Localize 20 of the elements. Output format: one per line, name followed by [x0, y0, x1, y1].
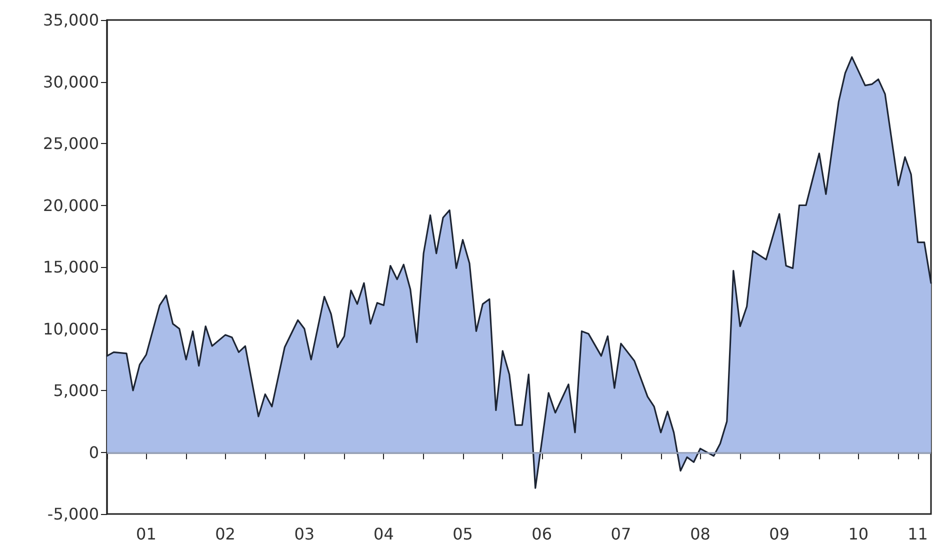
x-tick-label: 05 [452, 524, 473, 544]
y-tick-label: 35,000 [43, 10, 99, 30]
y-tick-label: 0 [88, 442, 99, 462]
x-tick-label: 01 [136, 524, 156, 544]
y-tick-label: 15,000 [43, 258, 99, 276]
x-tick-label: 09 [769, 524, 790, 544]
y-tick-label: 10,000 [43, 319, 99, 338]
x-tick-label: 06 [532, 524, 552, 544]
x-tick-label: 02 [215, 524, 236, 544]
y-tick-label: 5,000 [53, 381, 99, 400]
y-tick-label: 30,000 [43, 72, 99, 92]
y-tick-label: 20,000 [43, 196, 99, 215]
y-tick-label: -5,000 [47, 504, 99, 524]
x-tick-label: 10 [848, 524, 869, 544]
x-tick-label: 07 [610, 524, 632, 544]
x-tick-label: 08 [690, 524, 710, 544]
y-tick-label: 25,000 [43, 134, 99, 153]
x-tick-label: 03 [294, 524, 315, 544]
x-tick-label: 04 [374, 524, 394, 544]
x-tick-label: 11 [908, 524, 928, 544]
